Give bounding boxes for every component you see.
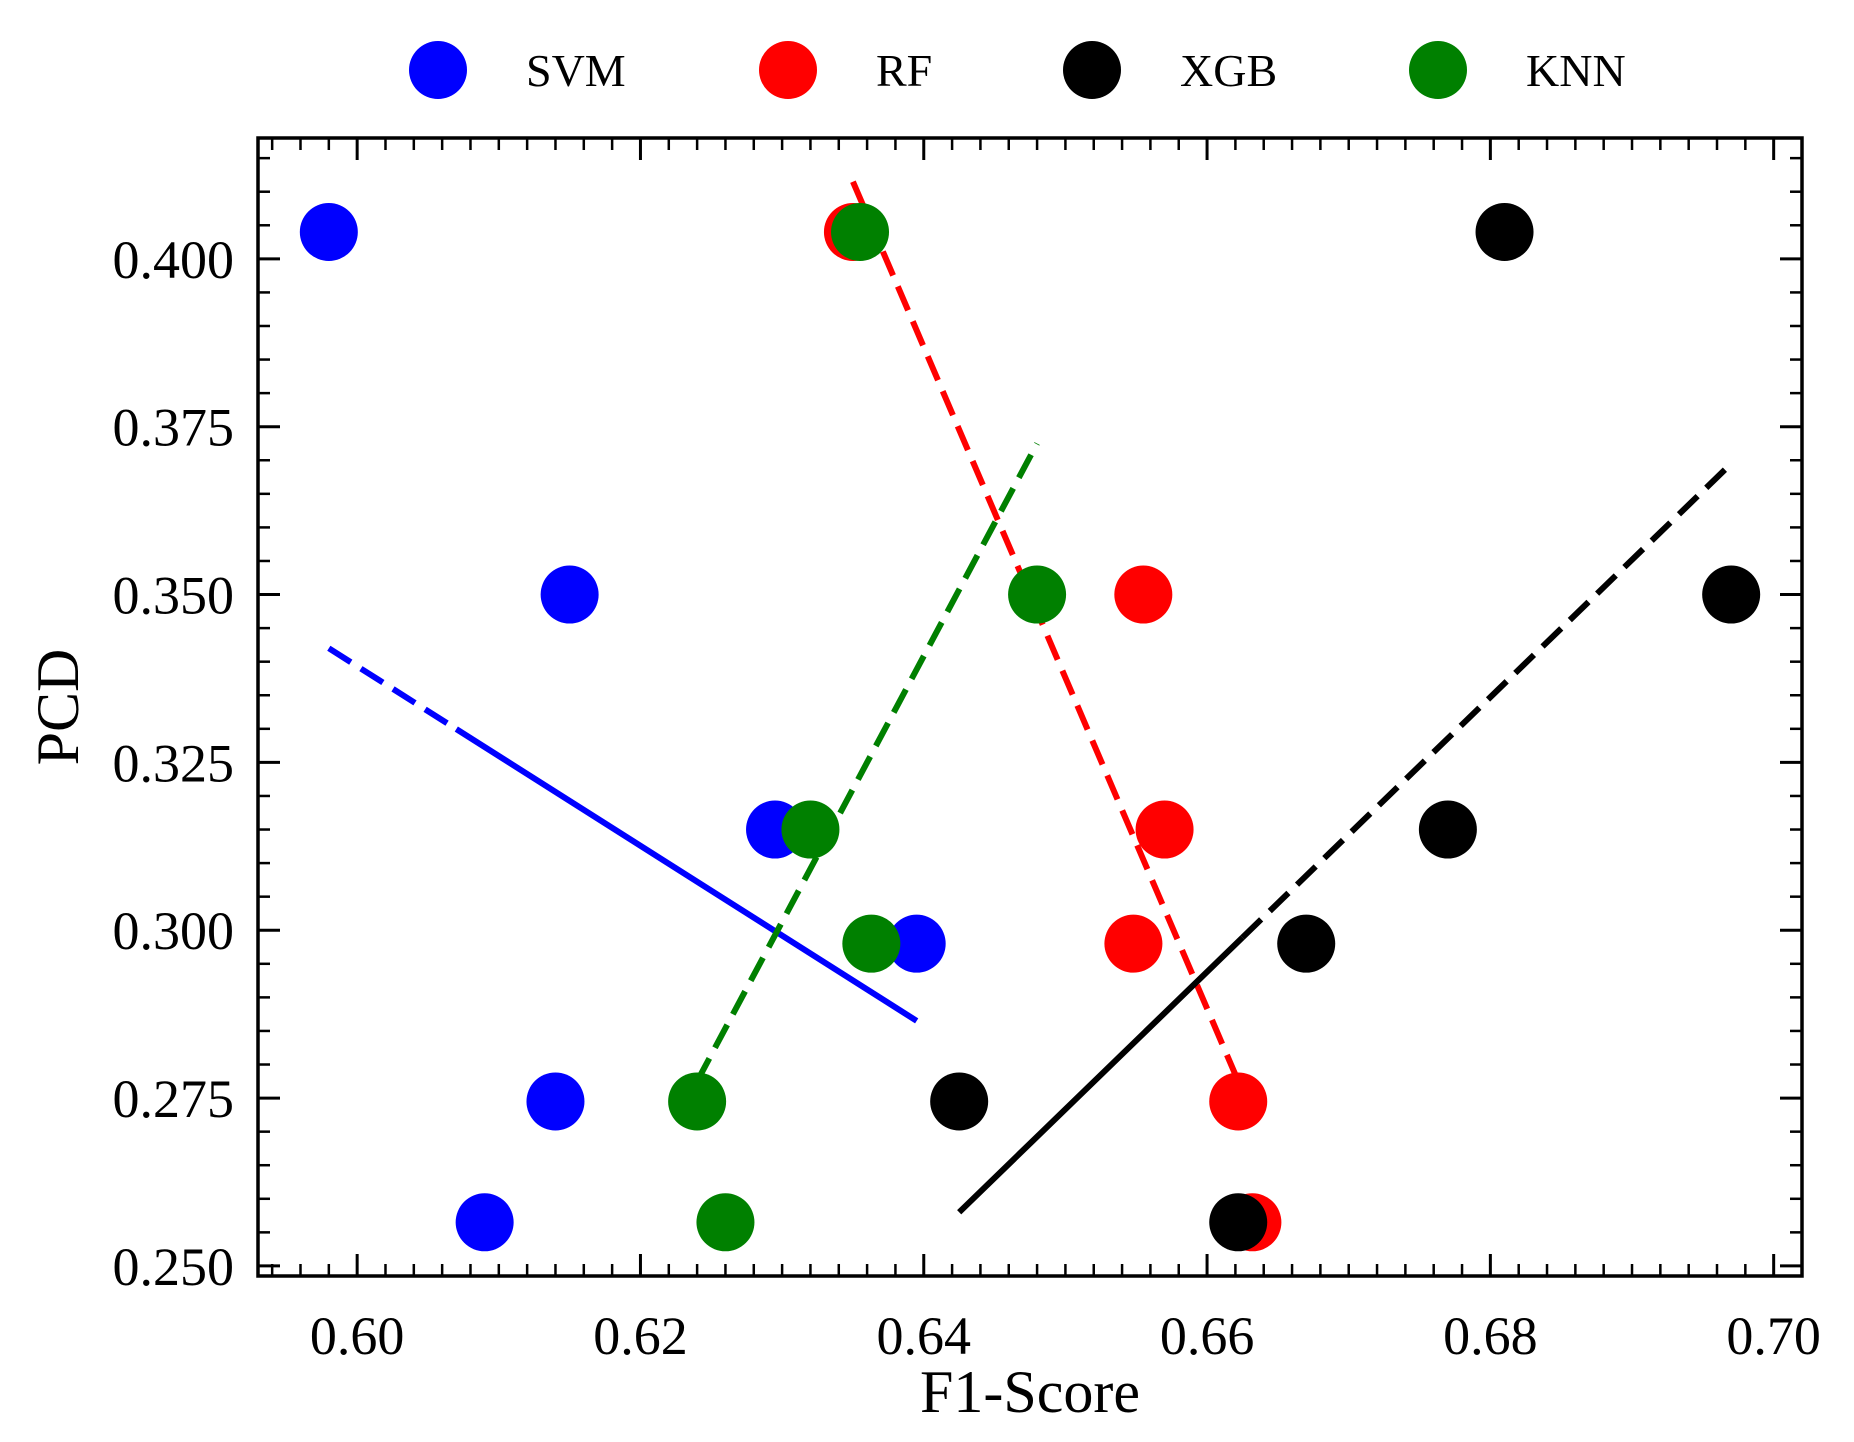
legend-label-svm: SVM: [526, 45, 626, 96]
xgb-trend-line-dashed: [1240, 461, 1734, 940]
y-axis-title: PCD: [25, 649, 91, 766]
y-tick-label: 0.325: [113, 733, 235, 793]
legend-marker-rf: [759, 41, 817, 99]
rf-trend-line-dashed: [850, 180, 1241, 1083]
y-tick-label: 0.250: [113, 1237, 235, 1297]
knn-point: [781, 800, 840, 859]
legend-marker-svm: [409, 41, 467, 99]
legend-label-knn: KNN: [1526, 45, 1626, 96]
y-tick-label: 0.375: [113, 398, 235, 458]
xgb-point: [1702, 565, 1761, 624]
legend-label-xgb: XGB: [1180, 45, 1277, 96]
knn-point: [696, 1193, 755, 1252]
xgb-point: [1418, 800, 1477, 859]
svm-point: [526, 1072, 585, 1131]
rf-point: [1104, 914, 1163, 973]
legend: SVM RF XGB KNN: [409, 41, 1626, 99]
svm-trend-line-dashed: [327, 645, 458, 732]
legend-marker-knn: [1409, 41, 1467, 99]
svm-point: [299, 202, 358, 261]
xgb-point: [930, 1072, 989, 1131]
legend-marker-xgb: [1063, 41, 1121, 99]
x-axis-ticks: 0.60 0.62 0.64 0.66 0.68 0.70: [270, 138, 1821, 1366]
legend-label-rf: RF: [876, 45, 932, 96]
svm-point: [887, 914, 946, 973]
x-tick-label: 0.66: [1160, 1306, 1255, 1366]
data-points: [299, 202, 1761, 1252]
rf-point: [1135, 800, 1194, 859]
x-tick-label: 0.68: [1443, 1306, 1538, 1366]
x-tick-label: 0.62: [593, 1306, 688, 1366]
knn-point: [1008, 565, 1067, 624]
x-axis-title: F1-Score: [920, 1359, 1140, 1425]
xgb-point: [1209, 1193, 1268, 1252]
svm-point: [540, 565, 599, 624]
plot-area-frame: [256, 136, 1804, 1278]
y-tick-label: 0.300: [113, 901, 235, 961]
knn-point: [668, 1072, 727, 1131]
xgb-trend-line-solid: [957, 935, 1245, 1215]
xgb-point: [1277, 914, 1336, 973]
trend-lines: [327, 180, 1734, 1215]
rf-point: [1114, 565, 1173, 624]
knn-point: [831, 202, 890, 261]
rf-point: [1209, 1072, 1268, 1131]
svm-point: [455, 1193, 514, 1252]
knn-trend-line-dashed: [694, 442, 1040, 1083]
y-axis-ticks: 0.250 0.275 0.300 0.325 0.350 0.375 0.400: [113, 156, 1802, 1297]
x-tick-label: 0.64: [877, 1306, 972, 1366]
knn-point: [842, 914, 901, 973]
y-tick-label: 0.275: [113, 1069, 235, 1129]
y-tick-label: 0.400: [113, 230, 235, 290]
xgb-point: [1475, 202, 1534, 261]
x-tick-label: 0.70: [1726, 1306, 1821, 1366]
x-tick-label: 0.60: [310, 1306, 405, 1366]
y-tick-label: 0.350: [113, 566, 235, 626]
svm-trend-line-solid: [454, 726, 919, 1024]
